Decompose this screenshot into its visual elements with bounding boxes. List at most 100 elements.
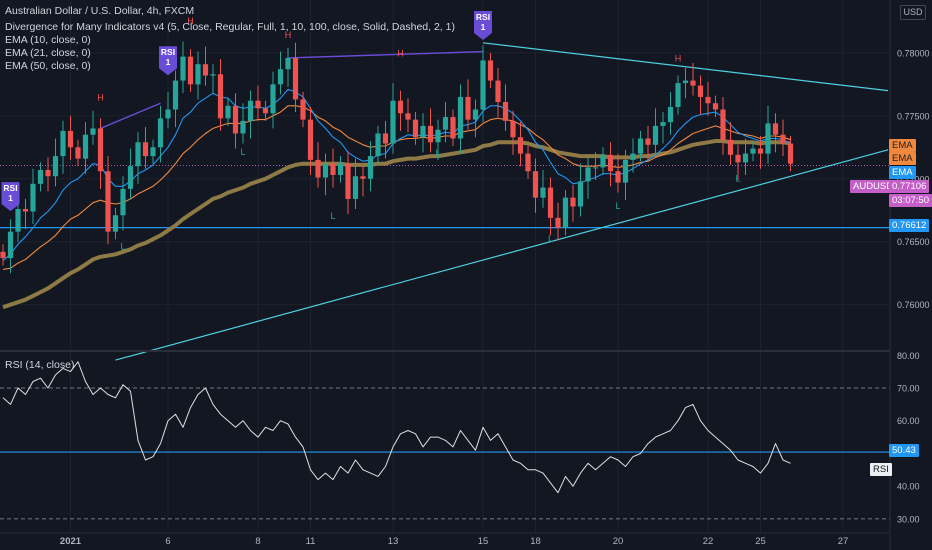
current-price-tag: 0.77106	[889, 180, 930, 193]
ema10-legend[interactable]: EMA (10, close, 0)	[5, 34, 91, 46]
ema10-tag: EMA	[889, 166, 916, 179]
rsi-signal-text: RSI	[476, 12, 490, 22]
rsi-value-tag: 50.43	[889, 444, 919, 457]
candle-body	[735, 154, 741, 163]
candle-body	[90, 128, 96, 135]
pivot-label: L	[435, 148, 440, 158]
candle-body	[502, 101, 509, 121]
time-axis[interactable]: 2021 6 8 11 13 15 18 20 22 25 27	[0, 532, 890, 547]
price-tick-label: 0.76500	[897, 237, 930, 247]
pivot-labels: H L H L H L H L L L H L	[97, 16, 740, 251]
candle-body	[442, 117, 449, 130]
candle-body	[232, 105, 239, 134]
candle-body	[495, 80, 501, 102]
time-tick-label: 11	[306, 536, 316, 547]
trendline	[482, 42, 889, 92]
candle-body	[277, 69, 284, 85]
rsi-tick-label: 30.00	[897, 514, 920, 524]
pivot-label: L	[240, 147, 245, 157]
candle-body	[682, 80, 689, 84]
indicator-legend[interactable]: Divergence for Many Indicators v4 (5, Cl…	[5, 21, 455, 33]
rsi-signal-text: RSI	[3, 183, 17, 193]
candle-body	[690, 80, 696, 86]
candle-body	[577, 181, 584, 207]
candle-body	[225, 105, 231, 119]
rsi-signal-flag	[159, 46, 177, 76]
candle-body	[765, 123, 771, 154]
rsi-signal-flag	[1, 182, 20, 212]
pivot-label: H	[285, 30, 292, 40]
rsi-signal-text: 1	[8, 193, 13, 203]
currency-button[interactable]: USD	[900, 5, 926, 20]
candle-body	[157, 118, 164, 148]
rsi-legend[interactable]: RSI (14, close)	[5, 359, 75, 371]
candle-body	[300, 99, 306, 120]
candle-body	[45, 169, 51, 177]
candle-body	[180, 56, 186, 81]
ema50-tag: EMA	[889, 152, 916, 165]
rsi-label-tag: RSI	[870, 463, 892, 476]
candle-body	[82, 134, 89, 159]
candle-body	[352, 176, 359, 199]
candle-body	[210, 74, 216, 76]
candle-body	[600, 154, 606, 168]
candle-body	[262, 108, 269, 114]
chart-title[interactable]: Australian Dollar / U.S. Dollar, 4h, FXC…	[5, 5, 195, 17]
candle-body	[637, 138, 644, 154]
candle-body	[540, 187, 546, 198]
candle-body	[7, 231, 14, 259]
candle-body	[667, 107, 674, 123]
candle-body	[525, 153, 531, 172]
time-tick-label: 20	[613, 536, 624, 547]
candle-body	[592, 167, 599, 169]
candle-body	[630, 153, 636, 160]
rsi-tick-label: 80.00	[897, 351, 920, 361]
candle-body	[375, 133, 381, 157]
candle-body	[712, 103, 719, 110]
candle-body	[165, 109, 171, 119]
time-tick-label: 13	[388, 536, 399, 547]
candle-body	[472, 109, 479, 120]
rsi-tick-label: 40.00	[897, 482, 920, 492]
candle-body	[697, 85, 704, 97]
support-line[interactable]	[0, 165, 890, 229]
price-tick-label: 0.77000	[897, 174, 930, 184]
candle-body	[202, 64, 209, 76]
pivot-label: L	[548, 234, 553, 244]
candle-body	[705, 96, 711, 104]
price-axis[interactable]: 0.78000 0.77500 0.77000 0.76500 0.76000	[889, 0, 930, 550]
rsi-tick-label: 70.00	[897, 384, 920, 394]
candle-body	[52, 156, 59, 177]
candle-body	[75, 147, 81, 159]
candle-body	[15, 208, 21, 232]
candle-body	[487, 60, 494, 81]
rsi-signal-text: RSI	[161, 47, 175, 57]
candle-body	[240, 120, 246, 134]
ema21-legend[interactable]: EMA (21, close, 0)	[5, 47, 91, 59]
pivot-label: L	[330, 211, 335, 221]
candle-body	[150, 147, 156, 157]
pivot-label: H	[97, 93, 104, 103]
candle-body	[480, 60, 486, 110]
trendlines[interactable]	[100, 42, 889, 361]
ema21-tag: EMA	[889, 139, 916, 152]
candle-body	[112, 215, 119, 232]
countdown-tag: 03:07:50	[889, 194, 932, 207]
candle-body	[270, 84, 276, 114]
candle-body	[315, 159, 321, 178]
candle-body	[615, 171, 621, 183]
pivot-label: L	[735, 173, 740, 183]
candle-body	[30, 183, 36, 212]
time-tick-label: 8	[255, 536, 260, 547]
time-tick-label: 27	[838, 536, 849, 547]
candle-body	[60, 130, 66, 157]
candle-body	[120, 188, 126, 216]
ema50-legend[interactable]: EMA (50, close, 0)	[5, 60, 91, 72]
trendline	[115, 149, 889, 361]
pivot-label: L	[120, 241, 125, 251]
candle-body	[427, 125, 434, 143]
